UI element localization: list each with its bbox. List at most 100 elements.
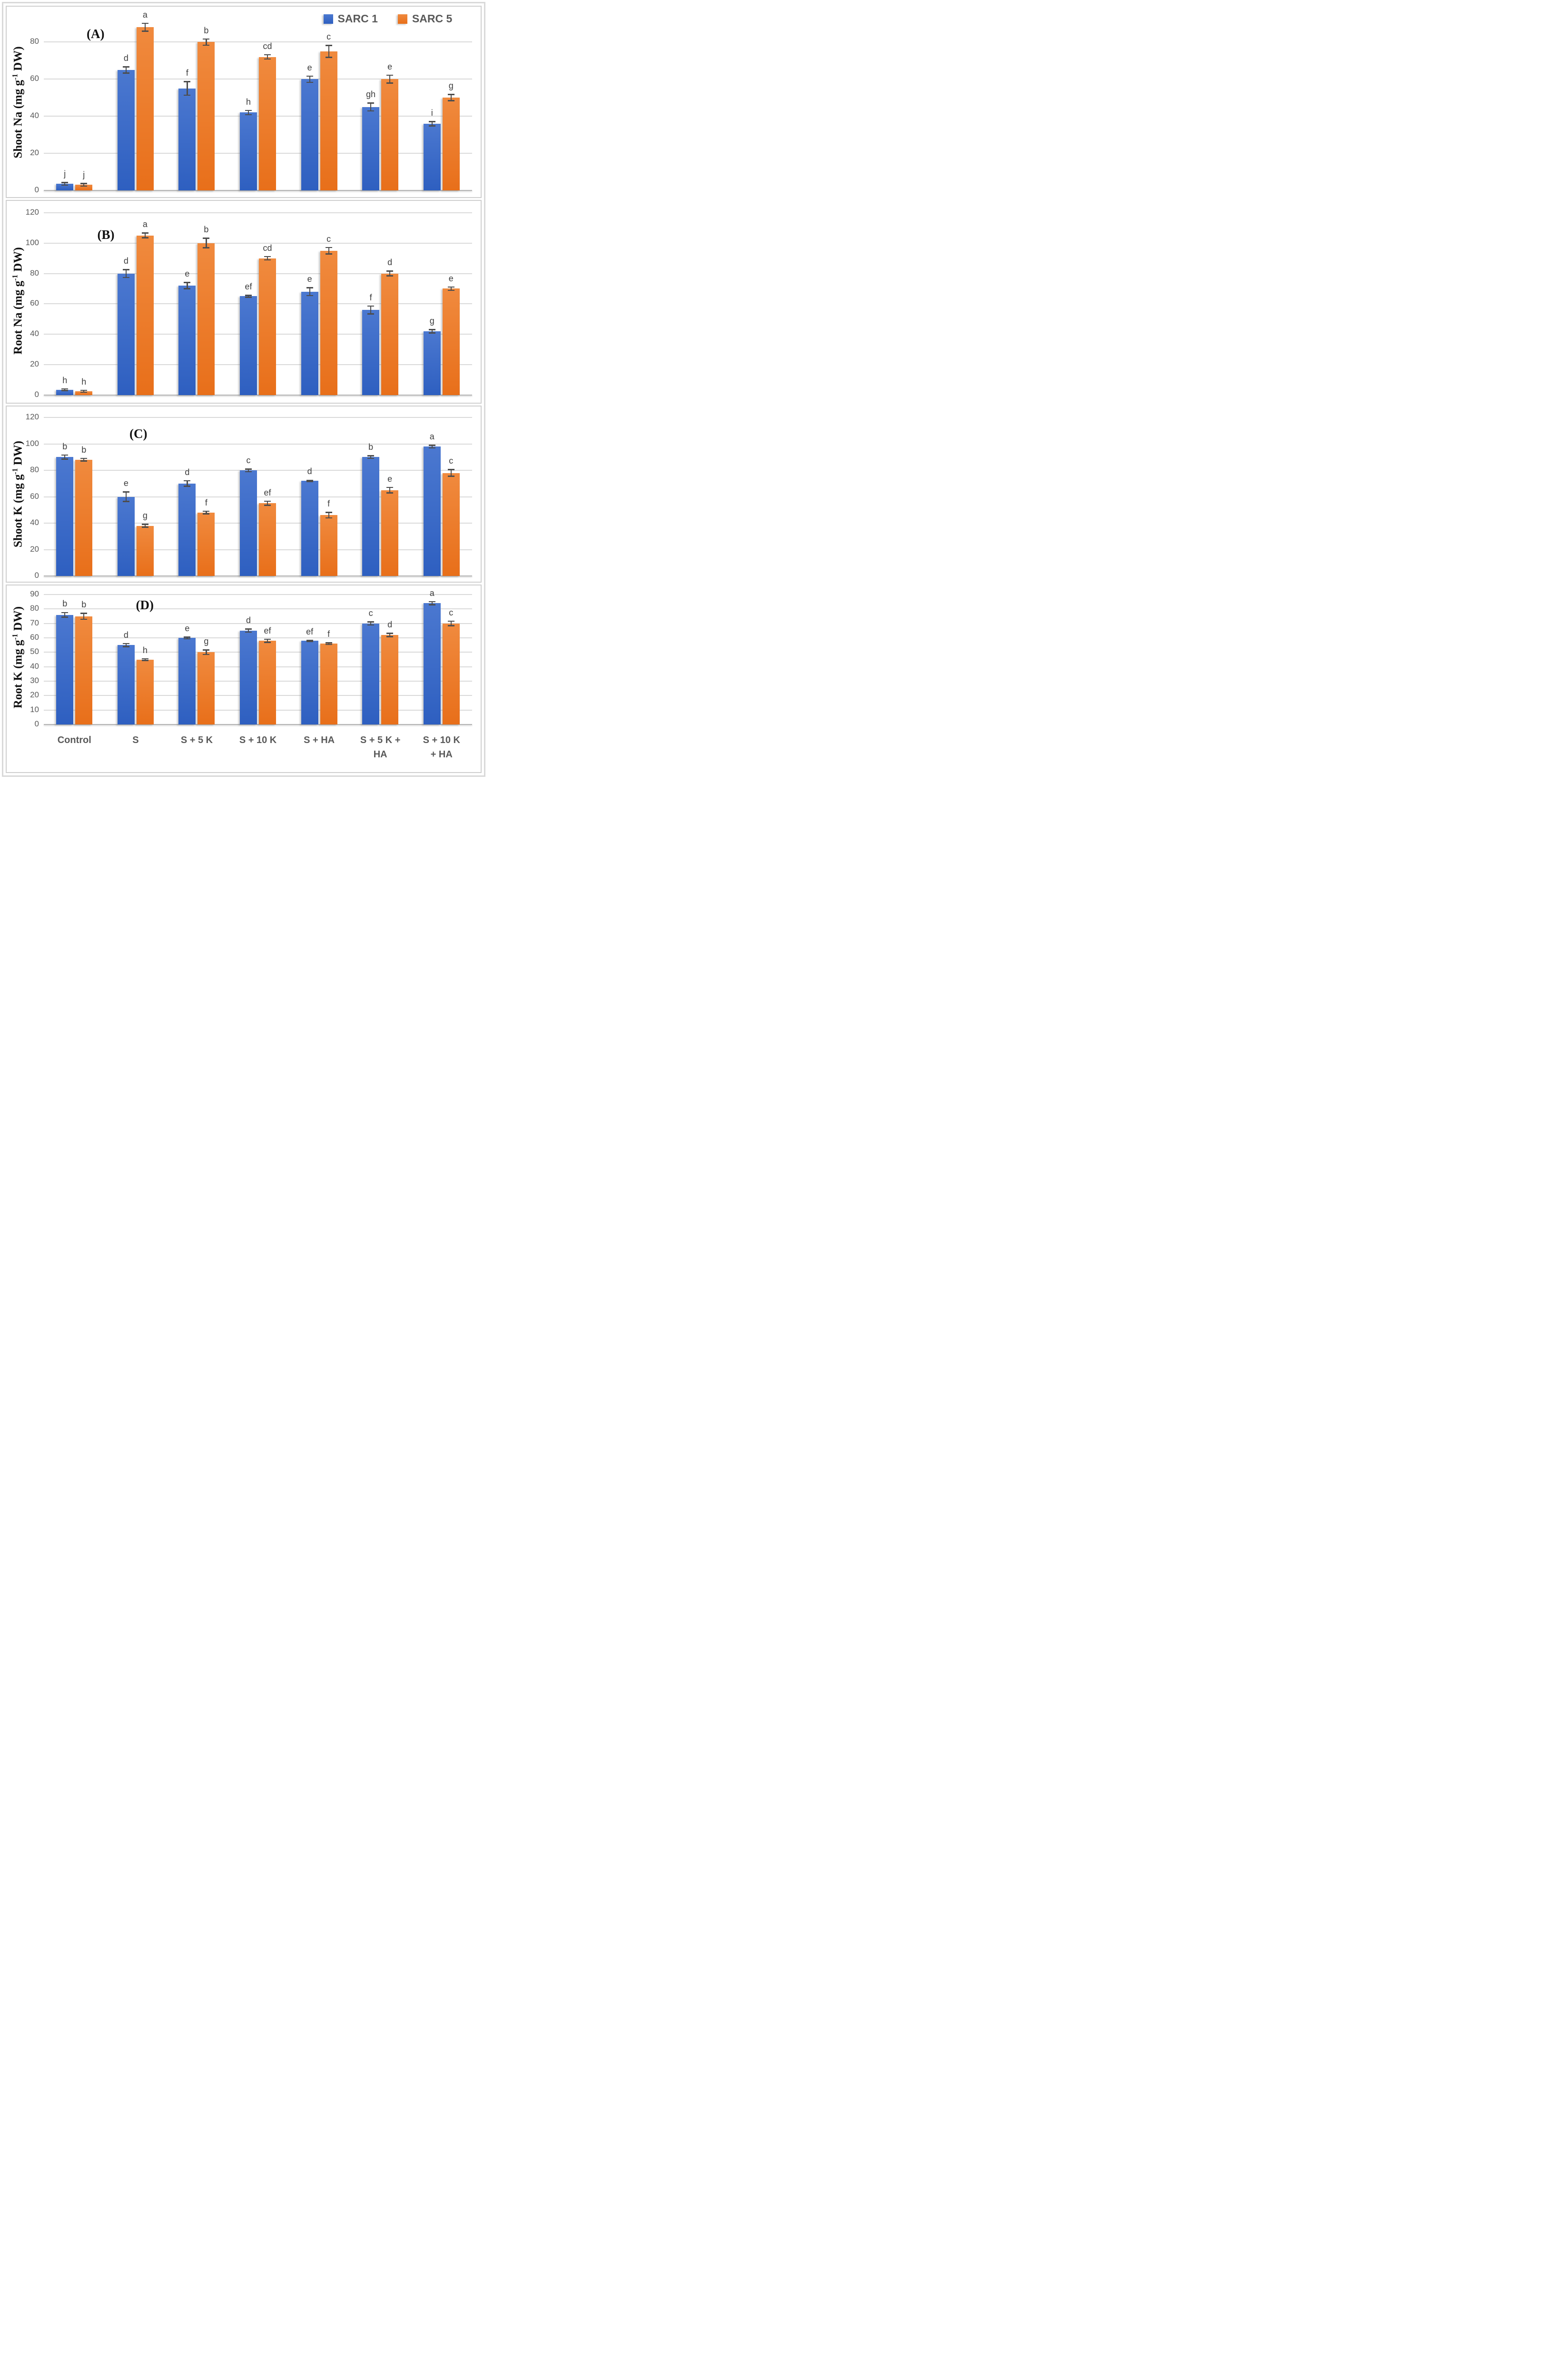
error-bar-line — [83, 389, 85, 393]
significance-letter: b — [81, 600, 87, 609]
significance-letter: b — [62, 599, 68, 609]
error-bar-cap-top — [306, 479, 313, 481]
bar-sarc5-1 — [75, 185, 93, 190]
y-axis-title-A: Shoot Na (mg g-1 DW) — [11, 46, 25, 158]
gridline-y-100 — [44, 443, 472, 445]
significance-letter: e — [307, 274, 312, 284]
error-bar — [203, 38, 210, 46]
x-axis-label: S + 5 K + HA — [350, 733, 411, 762]
page: Shoot Na (mg g-1 DW) 0 20 40 60 80 (A) j j d a f b h c… — [2, 2, 485, 777]
bar-column: e — [301, 207, 318, 395]
y-tick-label-70: 70 — [30, 618, 39, 627]
error-bar-cap-top — [141, 524, 148, 526]
panel-C: Shoot K (mg g-1 DW) 0 20 40 60 80 100 120 (C) b b e… — [6, 406, 482, 583]
error-bar-line — [125, 268, 127, 278]
error-bar-cap-bottom — [141, 660, 148, 661]
gridline-y-70 — [44, 623, 472, 624]
error-bar-cap-top — [141, 232, 148, 234]
error-bar-line — [125, 66, 127, 74]
error-bar-cap-bottom — [264, 642, 271, 643]
bar-column: cd — [259, 14, 276, 190]
error-bar — [306, 287, 313, 297]
gridline-y-80 — [44, 41, 472, 43]
significance-letter: j — [83, 170, 85, 180]
error-bar-cap-bottom — [428, 332, 435, 334]
error-bar — [80, 183, 88, 187]
error-bar — [306, 479, 313, 483]
x-axis-baseline — [44, 395, 472, 396]
bar-column: b — [75, 412, 93, 576]
significance-letter: e — [185, 269, 190, 279]
gridline-y-40 — [44, 666, 472, 667]
error-bar-cap-top — [122, 491, 129, 493]
bar-column: b — [56, 590, 74, 724]
significance-letter: a — [142, 10, 148, 20]
x-axis-label: S + HA — [288, 733, 350, 762]
bar-group-s+10k: ef cd — [227, 207, 289, 395]
error-bar-cap-top — [203, 38, 210, 40]
error-bar-line — [328, 512, 329, 519]
bar-sarc5-1 — [75, 459, 93, 576]
error-bar-line — [450, 469, 452, 477]
plot-area-C: 0 20 40 60 80 100 120 (C) b b e g d f c ef d f b e a c — [26, 412, 472, 580]
bar-column: f — [197, 412, 215, 576]
bar-sarc1-4 — [240, 630, 257, 724]
bar-sarc5-2 — [136, 526, 154, 576]
error-bar-line — [144, 658, 146, 661]
bar-column: ef — [301, 590, 318, 724]
x-axis-label: S — [105, 733, 167, 762]
y-tick-label-20: 20 — [30, 148, 39, 158]
error-bar — [141, 658, 148, 661]
significance-letter: e — [387, 474, 393, 484]
error-bar-line — [187, 636, 188, 640]
error-bar-line — [389, 74, 391, 84]
error-bar — [325, 512, 332, 519]
error-bar — [306, 639, 313, 642]
error-bar — [122, 491, 129, 502]
error-bar-cap-bottom — [245, 297, 252, 298]
bar-column: f — [320, 412, 337, 576]
bar-column: b — [75, 590, 93, 724]
error-bar — [428, 120, 435, 127]
bar-column: g — [423, 207, 441, 395]
error-bar — [122, 643, 129, 647]
error-bar-cap-bottom — [61, 616, 69, 618]
error-bar — [325, 45, 332, 58]
error-bar-cap-top — [264, 256, 271, 258]
significance-letter: a — [429, 588, 434, 598]
y-tick-label-100: 100 — [25, 238, 39, 247]
error-bar — [447, 286, 454, 291]
significance-letter: c — [449, 607, 454, 617]
bar-sarc1-5 — [301, 291, 318, 395]
bar-column: f — [320, 590, 337, 724]
bar-column: c — [240, 412, 257, 576]
error-bar-cap-top — [122, 268, 129, 270]
error-bar-cap-top — [367, 305, 375, 307]
error-bar-cap-bottom — [80, 618, 88, 620]
error-bar — [367, 305, 375, 315]
bar-column: a — [136, 207, 154, 395]
error-bar-line — [144, 524, 146, 528]
error-bar-cap-top — [203, 649, 210, 651]
gridline-y-120 — [44, 212, 472, 213]
significance-letter: g — [448, 81, 454, 91]
bar-column: cd — [259, 207, 276, 395]
bar-column: h — [240, 14, 257, 190]
bar-sarc5-6 — [381, 79, 399, 190]
error-bar — [367, 102, 375, 112]
significance-letter: b — [204, 225, 209, 235]
error-bar-cap-bottom — [386, 275, 394, 277]
error-bar — [367, 455, 375, 459]
error-bar-cap-top — [203, 510, 210, 512]
error-bar-cap-top — [367, 621, 375, 623]
error-bar-cap-bottom — [386, 492, 394, 494]
error-bar-cap-bottom — [245, 631, 252, 633]
bar-column: d — [117, 207, 135, 395]
error-bar-cap-bottom — [447, 625, 454, 626]
error-bar-line — [187, 282, 188, 290]
significance-letter: ef — [245, 282, 252, 292]
bar-column: j — [56, 14, 74, 190]
bar-column: a — [136, 10, 154, 190]
